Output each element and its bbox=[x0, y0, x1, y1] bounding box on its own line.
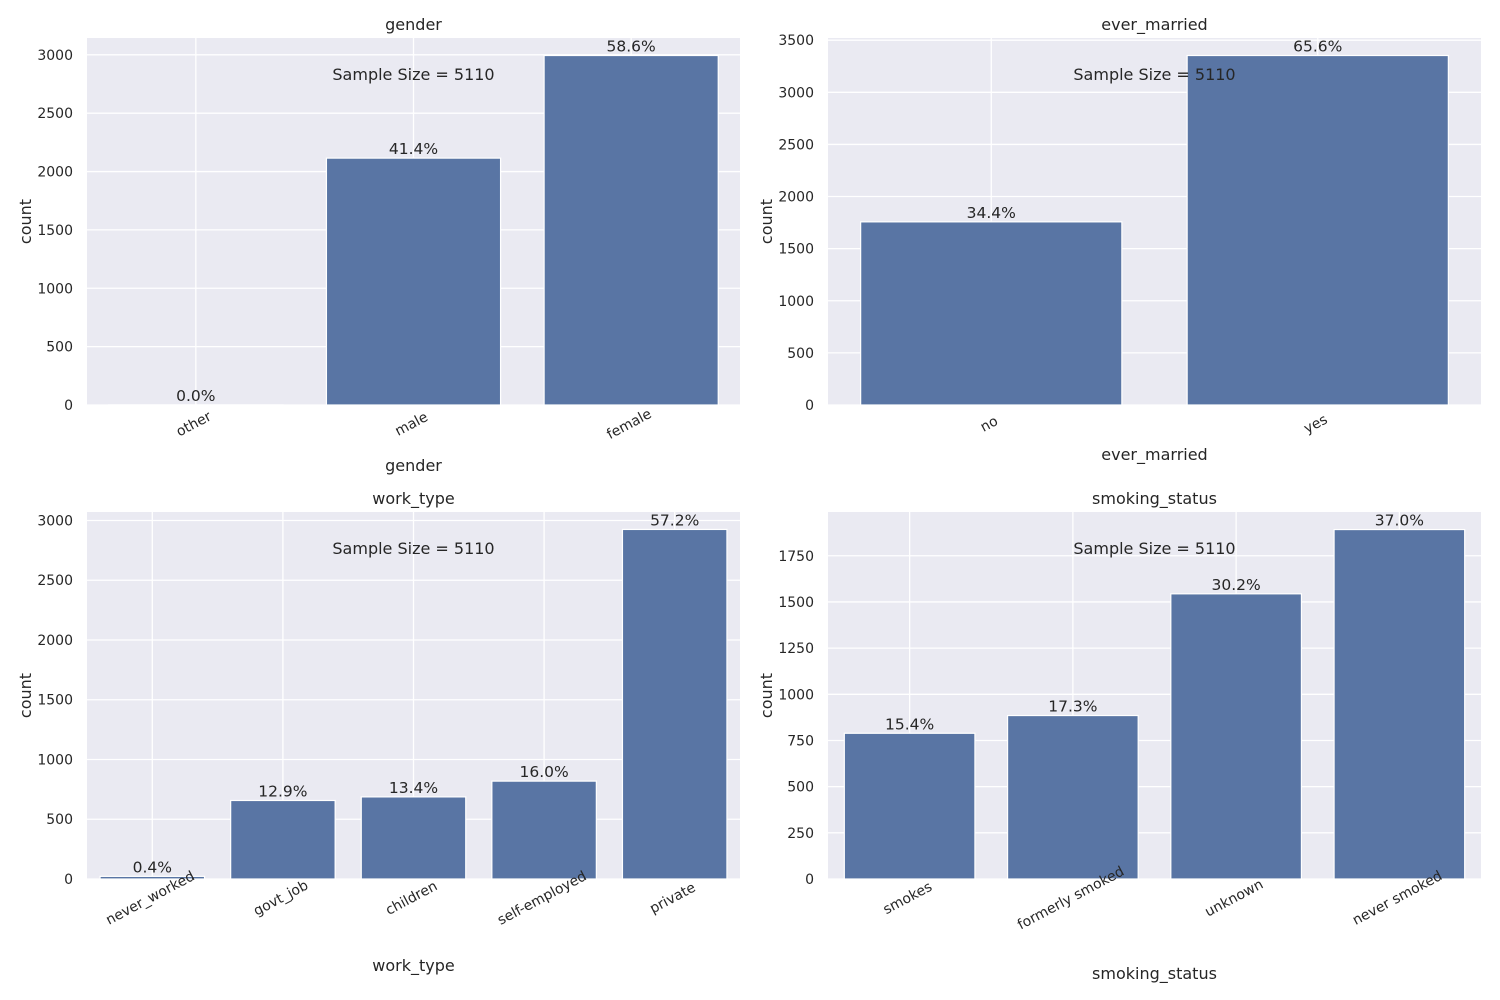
y-tick-label: 1000 bbox=[778, 687, 814, 703]
bar-female bbox=[543, 54, 719, 406]
bar-never-worked bbox=[99, 875, 206, 880]
chart-panel-gender: 0 500 1000 1500 2000 2500 3000 0.0% other 41.4% ma… bbox=[16, 15, 740, 475]
data-label: 0.4% bbox=[133, 858, 172, 876]
y-tick-label: 1500 bbox=[778, 242, 814, 258]
y-tick-label: 1750 bbox=[778, 549, 814, 565]
bar-private bbox=[621, 528, 728, 880]
y-tick-label: 2500 bbox=[778, 137, 814, 153]
data-label: 30.2% bbox=[1212, 576, 1261, 594]
sample-size-annotation: Sample Size = 5110 bbox=[332, 65, 494, 84]
x-axis-label: work_type bbox=[372, 956, 454, 976]
data-label: 65.6% bbox=[1293, 38, 1342, 56]
data-label: 16.0% bbox=[519, 763, 568, 781]
y-tick-label: 2000 bbox=[37, 633, 73, 649]
bar-male bbox=[325, 157, 502, 406]
bar-unknown bbox=[1170, 593, 1303, 880]
y-tick-label: 1500 bbox=[37, 223, 73, 239]
bar-no bbox=[860, 221, 1123, 406]
chart-panel-smoking-status: 0 250 500 750 1000 1250 1500 1750 15.4% smokes 17.… bbox=[757, 489, 1481, 984]
y-tick-label: 500 bbox=[46, 340, 73, 356]
chart-panel-work-type: 0500100015002000250030000.4%never_worked… bbox=[16, 489, 740, 976]
x-tick-label: private bbox=[647, 880, 698, 917]
x-tick-label: yes bbox=[1301, 412, 1330, 437]
data-label: 0.0% bbox=[176, 387, 215, 405]
data-label: 57.2% bbox=[650, 511, 699, 529]
bar-children bbox=[360, 796, 467, 880]
y-axis-label: count bbox=[16, 199, 35, 244]
data-label: 41.4% bbox=[389, 140, 438, 158]
data-label: 15.4% bbox=[885, 715, 934, 733]
y-tick-label: 500 bbox=[787, 346, 814, 362]
data-label: 37.0% bbox=[1375, 512, 1424, 530]
x-tick-label: children bbox=[383, 878, 440, 918]
bar-smokes bbox=[843, 732, 976, 880]
bar-govt-job bbox=[230, 799, 336, 880]
y-tick-label: 2000 bbox=[37, 165, 73, 181]
chart-title: ever_married bbox=[1101, 15, 1207, 35]
x-tick-label: no bbox=[978, 413, 1001, 435]
x-tick-label: male bbox=[393, 409, 431, 439]
data-label: 58.6% bbox=[607, 38, 656, 56]
chart-panel-ever-married: 0 500 1000 1500 2000 2500 3000 3500 34.4% no 65.6%… bbox=[757, 15, 1481, 465]
y-tick-label: 1000 bbox=[778, 294, 814, 310]
y-tick-label: 750 bbox=[787, 733, 814, 749]
y-tick-label: 1250 bbox=[778, 641, 814, 657]
chart-title: work_type bbox=[372, 489, 454, 509]
chart-title: gender bbox=[385, 15, 442, 34]
x-axis-label: ever_married bbox=[1101, 445, 1207, 465]
y-axis-label: count bbox=[16, 673, 35, 718]
y-tick-label: 0 bbox=[64, 398, 73, 414]
data-label: 34.4% bbox=[967, 204, 1016, 222]
y-tick-label: 3000 bbox=[37, 513, 73, 529]
y-tick-label: 0 bbox=[805, 872, 814, 888]
data-label: 17.3% bbox=[1048, 698, 1097, 716]
bar-yes bbox=[1186, 54, 1449, 406]
y-tick-label: 0 bbox=[805, 398, 814, 414]
y-tick-label: 1500 bbox=[778, 595, 814, 611]
bar-never-smoked bbox=[1333, 528, 1466, 880]
y-tick-label: 1000 bbox=[37, 281, 73, 297]
bar-self-employed bbox=[491, 780, 597, 880]
y-tick-label: 0 bbox=[64, 872, 73, 888]
y-tick-label: 2500 bbox=[37, 573, 73, 589]
y-tick-label: 250 bbox=[787, 826, 814, 842]
x-tick-label: smokes bbox=[881, 879, 935, 918]
y-axis-label: count bbox=[757, 673, 776, 718]
chart-title: smoking_status bbox=[1092, 489, 1217, 509]
sample-size-annotation: Sample Size = 5110 bbox=[1073, 65, 1235, 84]
y-tick-label: 500 bbox=[787, 780, 814, 796]
y-axis-label: count bbox=[757, 199, 776, 244]
y-tick-label: 1000 bbox=[37, 752, 73, 768]
x-axis-label: smoking_status bbox=[1092, 964, 1217, 984]
y-tick-label: 500 bbox=[46, 812, 73, 828]
y-tick-label: 3000 bbox=[778, 85, 814, 101]
x-tick-label: other bbox=[174, 409, 215, 441]
x-tick-label: unknown bbox=[1202, 876, 1266, 920]
x-tick-label: female bbox=[604, 406, 654, 443]
sample-size-annotation: Sample Size = 5110 bbox=[332, 539, 494, 558]
data-label: 13.4% bbox=[389, 779, 438, 797]
y-tick-label: 3000 bbox=[37, 48, 73, 64]
data-label: 12.9% bbox=[258, 782, 307, 800]
sample-size-annotation: Sample Size = 5110 bbox=[1073, 539, 1235, 558]
bar-formerly-smoked bbox=[1006, 714, 1139, 880]
y-tick-label: 3500 bbox=[778, 33, 814, 49]
y-tick-label: 2500 bbox=[37, 106, 73, 122]
x-tick-label: govt_job bbox=[251, 877, 311, 919]
x-axis-label: gender bbox=[385, 456, 442, 475]
y-tick-label: 2000 bbox=[778, 190, 814, 206]
y-tick-label: 1500 bbox=[37, 693, 73, 709]
